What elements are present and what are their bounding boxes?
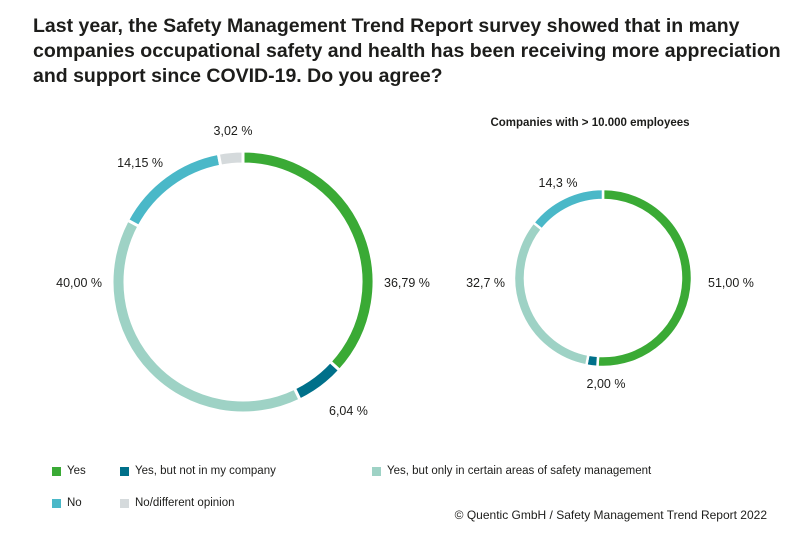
slice-yes-not-my-company [292, 359, 342, 402]
data-label-yes-certain-areas: 40,00 % [56, 276, 102, 290]
legend-label-yes-certain-areas: Yes, but only in certain areas of safety… [387, 465, 652, 477]
legend-item-no: No [52, 497, 82, 509]
donut-all-companies: 36,79 % 6,04 % 40,00 % 14,15 % 3,02 % [56, 124, 430, 418]
data-label-no: 14,3 % [539, 176, 578, 190]
legend-swatch-no [52, 498, 61, 508]
slice-no-opinion [216, 149, 245, 168]
data-label-no-opinion: 3,02 % [214, 124, 253, 138]
chart-title: Last year, the Safety Management Trend R… [33, 15, 781, 87]
donut-large-companies: 51,00 % 2,00 % 32,7 % 14,3 % [466, 176, 754, 391]
slice-yes-certain-areas [512, 220, 590, 367]
slice-no [531, 187, 605, 232]
data-label-yes: 51,00 % [708, 276, 754, 290]
legend-label-yes-not-my-company: Yes, but not in my company [135, 465, 276, 477]
legend-label-yes: Yes [67, 465, 86, 477]
data-label-yes-certain-areas: 32,7 % [466, 276, 505, 290]
legend-label-no: No [67, 497, 82, 509]
legend-label-no-opinion: No/different opinion [135, 497, 235, 509]
source-credit: © Quentic GmbH / Safety Management Trend… [454, 508, 767, 522]
data-label-yes: 36,79 % [384, 276, 430, 290]
slice-yes [241, 149, 376, 373]
data-label-yes-not-my-company: 2,00 % [587, 377, 626, 391]
small-chart-title: Companies with > 10.000 employees [490, 117, 690, 129]
slice-yes [596, 187, 694, 369]
slice-yes-certain-areas [110, 218, 303, 415]
data-label-no: 14,15 % [117, 156, 163, 170]
legend-item-no-opinion: No/different opinion [120, 497, 235, 509]
data-label-yes-not-my-company: 6,04 % [329, 404, 368, 418]
legend-swatch-no-opinion [120, 498, 129, 508]
legend-item-yes: Yes [52, 465, 86, 477]
legend-item-yes-certain-areas: Yes, but only in certain areas of safety… [372, 465, 651, 477]
legend-swatch-yes [52, 466, 61, 476]
legend-swatch-yes-not-my-company [120, 466, 129, 476]
legend-swatch-yes-certain-areas [372, 466, 381, 476]
legend-item-yes-not-my-company: Yes, but not in my company [120, 465, 276, 477]
